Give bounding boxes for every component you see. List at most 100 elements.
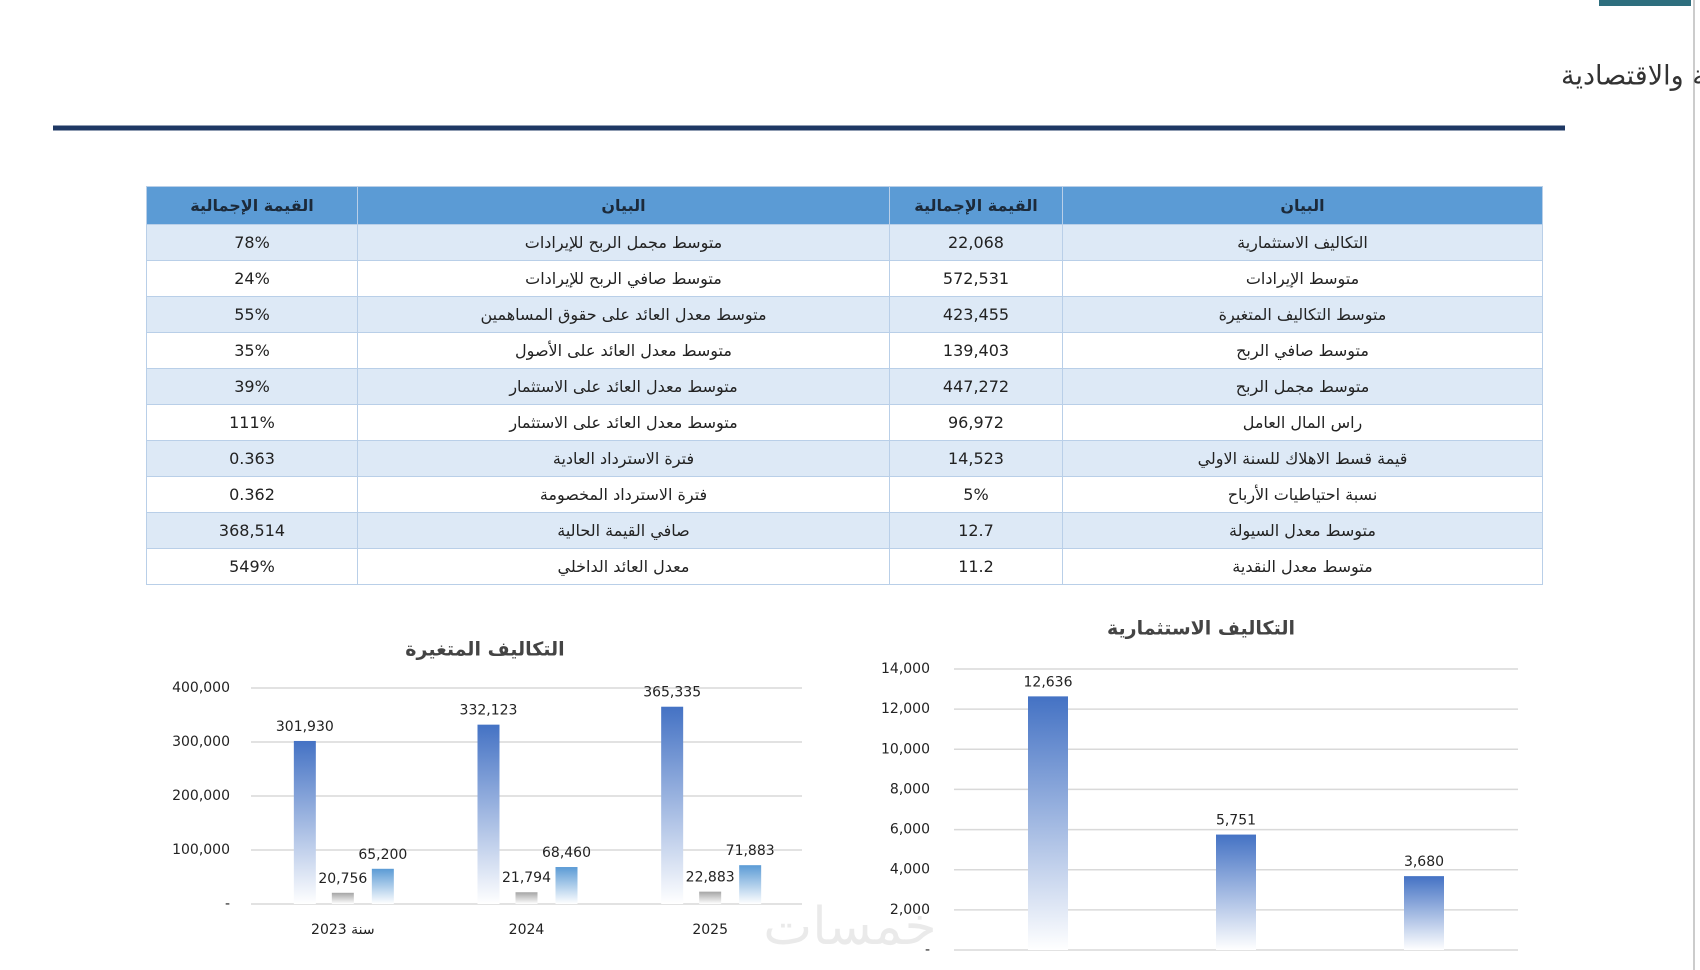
summary-table: البيان القيمة الإجمالية البيان القيمة الإجم… — [146, 186, 1543, 585]
column-header: البيان — [1062, 186, 1543, 225]
table-row: متوسط معدل السيولة 12.7 صافي القيمة الحالي… — [146, 512, 1543, 549]
table-cell: متوسط معدل السيولة — [1062, 512, 1543, 549]
column-header: القيمة الإجمالية — [146, 186, 358, 225]
table-cell: 39% — [146, 368, 358, 405]
table-cell: متوسط صافي الربح للإيرادات — [357, 260, 890, 297]
table-cell: 96,972 — [889, 404, 1063, 441]
bar — [1216, 834, 1256, 950]
table-cell: متوسط معدل العائد على حقوق المساهمين — [357, 296, 890, 333]
table-row: نسبة احتياطيات الأرباح 5% فترة الاسترداد ا… — [146, 476, 1543, 513]
table-cell: 11.2 — [889, 548, 1063, 585]
page-title: ثالثاً: ملخص الخطة المالية والاقتصادية — [1561, 56, 1700, 92]
y-tick-label: 12,000 — [881, 701, 930, 717]
table-cell: 368,514 — [146, 512, 358, 549]
table-cell: متوسط معدل العائد على الأصول — [357, 332, 890, 369]
table-cell: 22,068 — [889, 224, 1063, 261]
table-cell: راس المال العامل — [1062, 404, 1543, 441]
chart-title: التكاليف المتغيرة — [405, 639, 564, 661]
table-cell: 549% — [146, 548, 358, 585]
table-cell: متوسط مجمل الربح — [1062, 368, 1543, 405]
table-cell: التكاليف الاستثمارية — [1062, 224, 1543, 261]
table-cell: متوسط معدل العائد على الاستثمار — [357, 404, 890, 441]
y-tick-label: 200,000 — [172, 788, 230, 804]
table-cell: 0.362 — [146, 476, 358, 513]
table-cell: متوسط مجمل الربح للإيرادات — [357, 224, 890, 261]
table-cell: 35% — [146, 332, 358, 369]
table-cell: متوسط معدل النقدية — [1062, 548, 1543, 585]
table-cell: 24% — [146, 260, 358, 297]
data-label: 71,883 — [726, 843, 775, 859]
table-cell: 0.363 — [146, 440, 358, 477]
bar — [477, 724, 500, 904]
table-cell: صافي القيمة الحالية — [357, 512, 890, 549]
data-label: 301,930 — [276, 719, 334, 735]
bar — [515, 892, 538, 904]
table-cell: معدل العائد الداخلي — [357, 548, 890, 585]
y-tick-label: 6,000 — [890, 822, 930, 838]
y-tick-label: - — [225, 896, 230, 912]
table-cell: متوسط صافي الربح — [1062, 332, 1543, 369]
table-row: متوسط التكاليف المتغيرة 423,455 متوسط معدل… — [146, 296, 1543, 333]
y-tick-label: 100,000 — [172, 842, 230, 858]
bar — [331, 892, 354, 904]
corner-tab — [1599, 0, 1691, 6]
y-tick-label: 10,000 — [881, 741, 930, 757]
table-cell: 12.7 — [889, 512, 1063, 549]
chart-title: التكاليف الاستثمارية — [1107, 618, 1295, 640]
table-row: متوسط الإيرادات 572,531 متوسط صافي الربح ل… — [146, 260, 1543, 297]
y-tick-label: 14,000 — [881, 661, 930, 677]
table-cell: متوسط معدل العائد على الاستثمار — [357, 368, 890, 405]
table-cell: متوسط التكاليف المتغيرة — [1062, 296, 1543, 333]
table-row: متوسط صافي الربح 139,403 متوسط معدل العائد… — [146, 332, 1543, 369]
data-label: 365,335 — [643, 685, 701, 701]
bar — [699, 891, 722, 904]
bar — [293, 740, 316, 904]
bar — [661, 706, 684, 904]
data-label: 5,751 — [1216, 813, 1256, 829]
table-cell: متوسط الإيرادات — [1062, 260, 1543, 297]
bar — [739, 865, 762, 904]
data-label: 3,680 — [1404, 854, 1444, 870]
data-label: 22,883 — [686, 870, 735, 886]
table-cell: 447,272 — [889, 368, 1063, 405]
y-tick-label: 400,000 — [172, 680, 230, 696]
table-cell: نسبة احتياطيات الأرباح — [1062, 476, 1543, 513]
table-cell: 139,403 — [889, 332, 1063, 369]
x-tick-label: 2025 — [692, 922, 728, 938]
table-cell: 423,455 — [889, 296, 1063, 333]
bar — [1404, 876, 1444, 950]
table-row: متوسط معدل النقدية 11.2 معدل العائد الداخل… — [146, 548, 1543, 585]
table-row: قيمة قسط الاهلاك للسنة الاولي 14,523 فترة … — [146, 440, 1543, 477]
table-row: التكاليف الاستثمارية 22,068 متوسط مجمل الر… — [146, 224, 1543, 261]
table-cell: 111% — [146, 404, 358, 441]
bar — [555, 867, 578, 904]
table-cell: 5% — [889, 476, 1063, 513]
table-cell: 55% — [146, 296, 358, 333]
data-label: 12,636 — [1024, 674, 1073, 690]
watermark: خمسات — [763, 897, 936, 957]
table-cell: فترة الاسترداد العادية — [357, 440, 890, 477]
data-label: 20,756 — [318, 871, 367, 887]
y-tick-label: 2,000 — [890, 902, 930, 918]
y-tick-label: - — [925, 942, 930, 958]
header-row: البيان القيمة الإجمالية البيان القيمة الإجم… — [146, 186, 1543, 225]
data-label: 21,794 — [502, 870, 551, 886]
data-label: 65,200 — [358, 847, 407, 863]
data-label: 332,123 — [460, 703, 518, 719]
x-tick-label: سنة 2023 — [311, 922, 375, 938]
table-cell: فترة الاسترداد المخصومة — [357, 476, 890, 513]
column-header: البيان — [357, 186, 890, 225]
y-tick-label: 4,000 — [890, 862, 930, 878]
table-cell: 78% — [146, 224, 358, 261]
table-row: متوسط مجمل الربح 447,272 متوسط معدل العائد… — [146, 368, 1543, 405]
x-tick-label: 2024 — [509, 922, 545, 938]
y-tick-label: 300,000 — [172, 734, 230, 750]
table-cell: 572,531 — [889, 260, 1063, 297]
data-label: 68,460 — [542, 845, 591, 861]
bar — [1028, 696, 1068, 950]
y-tick-label: 8,000 — [890, 781, 930, 797]
column-header: القيمة الإجمالية — [889, 186, 1063, 225]
bar — [371, 868, 394, 904]
